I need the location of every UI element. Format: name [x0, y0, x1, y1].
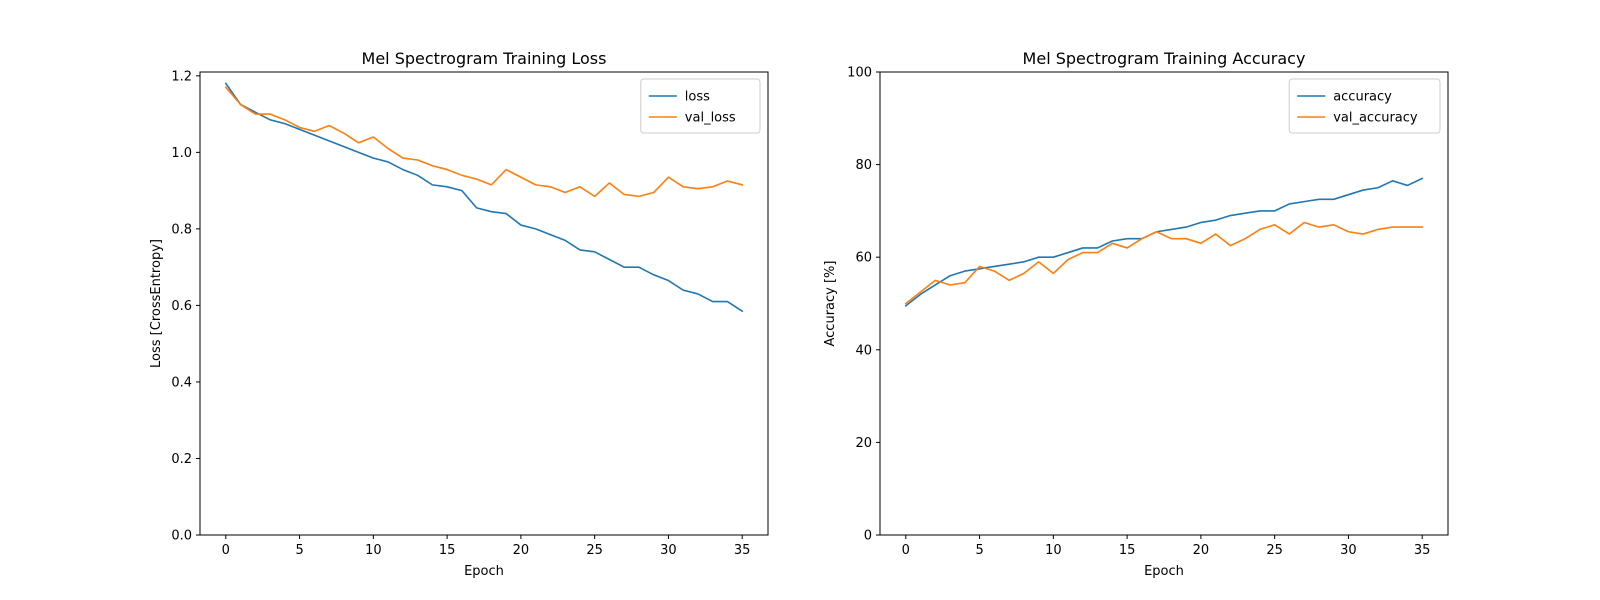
loss-chart-x-ticks: 0 5 10 15 20 25 30 35 [222, 535, 751, 558]
accuracy-chart-title: Mel Spectrogram Training Accuracy [1023, 49, 1306, 68]
loss-chart-x-tick-label: 30 [660, 543, 677, 558]
loss-chart-series-line-loss [224, 82, 744, 313]
accuracy-chart-y-tick-label: 0 [864, 529, 872, 544]
loss-chart-x-tick-label: 15 [439, 543, 456, 558]
accuracy-chart-y-label: Accuracy [%] [823, 261, 838, 347]
accuracy-chart-x-tick-label: 0 [902, 543, 910, 558]
loss-chart-x-tick-label: 20 [513, 543, 530, 558]
loss-chart-x-tick-label: 35 [734, 543, 751, 558]
loss-chart-series-line-val-loss [224, 86, 744, 198]
accuracy-chart-y-ticks: 0 20 40 60 80 100 [847, 66, 880, 544]
accuracy-chart-legend-box [1288, 78, 1441, 134]
loss-chart-x-tick-label: 10 [365, 543, 382, 558]
accuracy-chart-y-tick-label: 60 [855, 251, 872, 266]
accuracy-chart-series-line-val-accuracy [904, 221, 1423, 305]
accuracy-chart-x-tick-label: 35 [1414, 543, 1431, 558]
loss-chart: Mel Spectrogram Training Loss 0 5 10 15 20 25… [149, 49, 769, 579]
loss-chart-y-tick-label: 1.2 [171, 69, 192, 84]
loss-chart-legend-box [640, 78, 761, 134]
accuracy-chart-legend-label: accuracy [1333, 90, 1392, 105]
accuracy-chart-x-tick-label: 30 [1340, 543, 1357, 558]
accuracy-chart-frame [879, 71, 1449, 536]
loss-chart-x-tick-label: 0 [222, 543, 230, 558]
accuracy-chart-x-label: Epoch [1144, 564, 1184, 579]
accuracy-chart-y-tick-label: 80 [855, 158, 872, 173]
accuracy-chart-x-tick-label: 10 [1045, 543, 1062, 558]
accuracy-chart-y-tick-label: 20 [855, 436, 872, 451]
loss-chart-y-tick-label: 1.0 [171, 146, 192, 161]
accuracy-chart-series-line-accuracy [904, 177, 1424, 307]
accuracy-chart-x-ticks: 0 5 10 15 20 25 30 35 [902, 535, 1431, 558]
accuracy-chart-legend-label: val_accuracy [1333, 111, 1418, 126]
accuracy-chart-y-tick-label: 100 [847, 66, 872, 81]
accuracy-chart-x-tick-label: 25 [1266, 543, 1283, 558]
accuracy-chart-x-tick-label: 5 [975, 543, 983, 558]
loss-chart-y-tick-label: 0.4 [171, 375, 192, 390]
accuracy-chart-series [904, 177, 1424, 307]
accuracy-chart-y-tick-label: 40 [855, 343, 872, 358]
accuracy-chart-legend: accuracy val_accuracy [1288, 78, 1441, 134]
loss-chart-y-tick-label: 0.2 [171, 452, 192, 467]
loss-chart-legend-label: loss [685, 90, 710, 105]
loss-chart-y-label: Loss [CrossEntropy] [149, 239, 164, 368]
loss-chart-series [224, 82, 744, 313]
loss-chart-y-tick-label: 0.8 [171, 222, 192, 237]
loss-chart-x-tick-label: 25 [586, 543, 603, 558]
loss-chart-frame [199, 71, 769, 536]
loss-chart-x-label: Epoch [464, 564, 504, 579]
loss-chart-y-tick-label: 0.6 [171, 299, 192, 314]
accuracy-chart-x-tick-label: 20 [1193, 543, 1210, 558]
loss-chart-title: Mel Spectrogram Training Loss [362, 49, 607, 68]
loss-chart-y-ticks: 0.0 0.2 0.4 0.6 0.8 1.0 1.2 [171, 69, 200, 544]
loss-chart-x-tick-label: 5 [295, 543, 303, 558]
accuracy-chart-x-tick-label: 15 [1119, 543, 1136, 558]
loss-chart-legend-label: val_loss [685, 111, 736, 126]
accuracy-chart: Mel Spectrogram Training Accuracy 0 5 10 15… [823, 49, 1449, 579]
loss-chart-legend: loss val_loss [640, 78, 761, 134]
loss-chart-y-tick-label: 0.0 [171, 529, 192, 544]
